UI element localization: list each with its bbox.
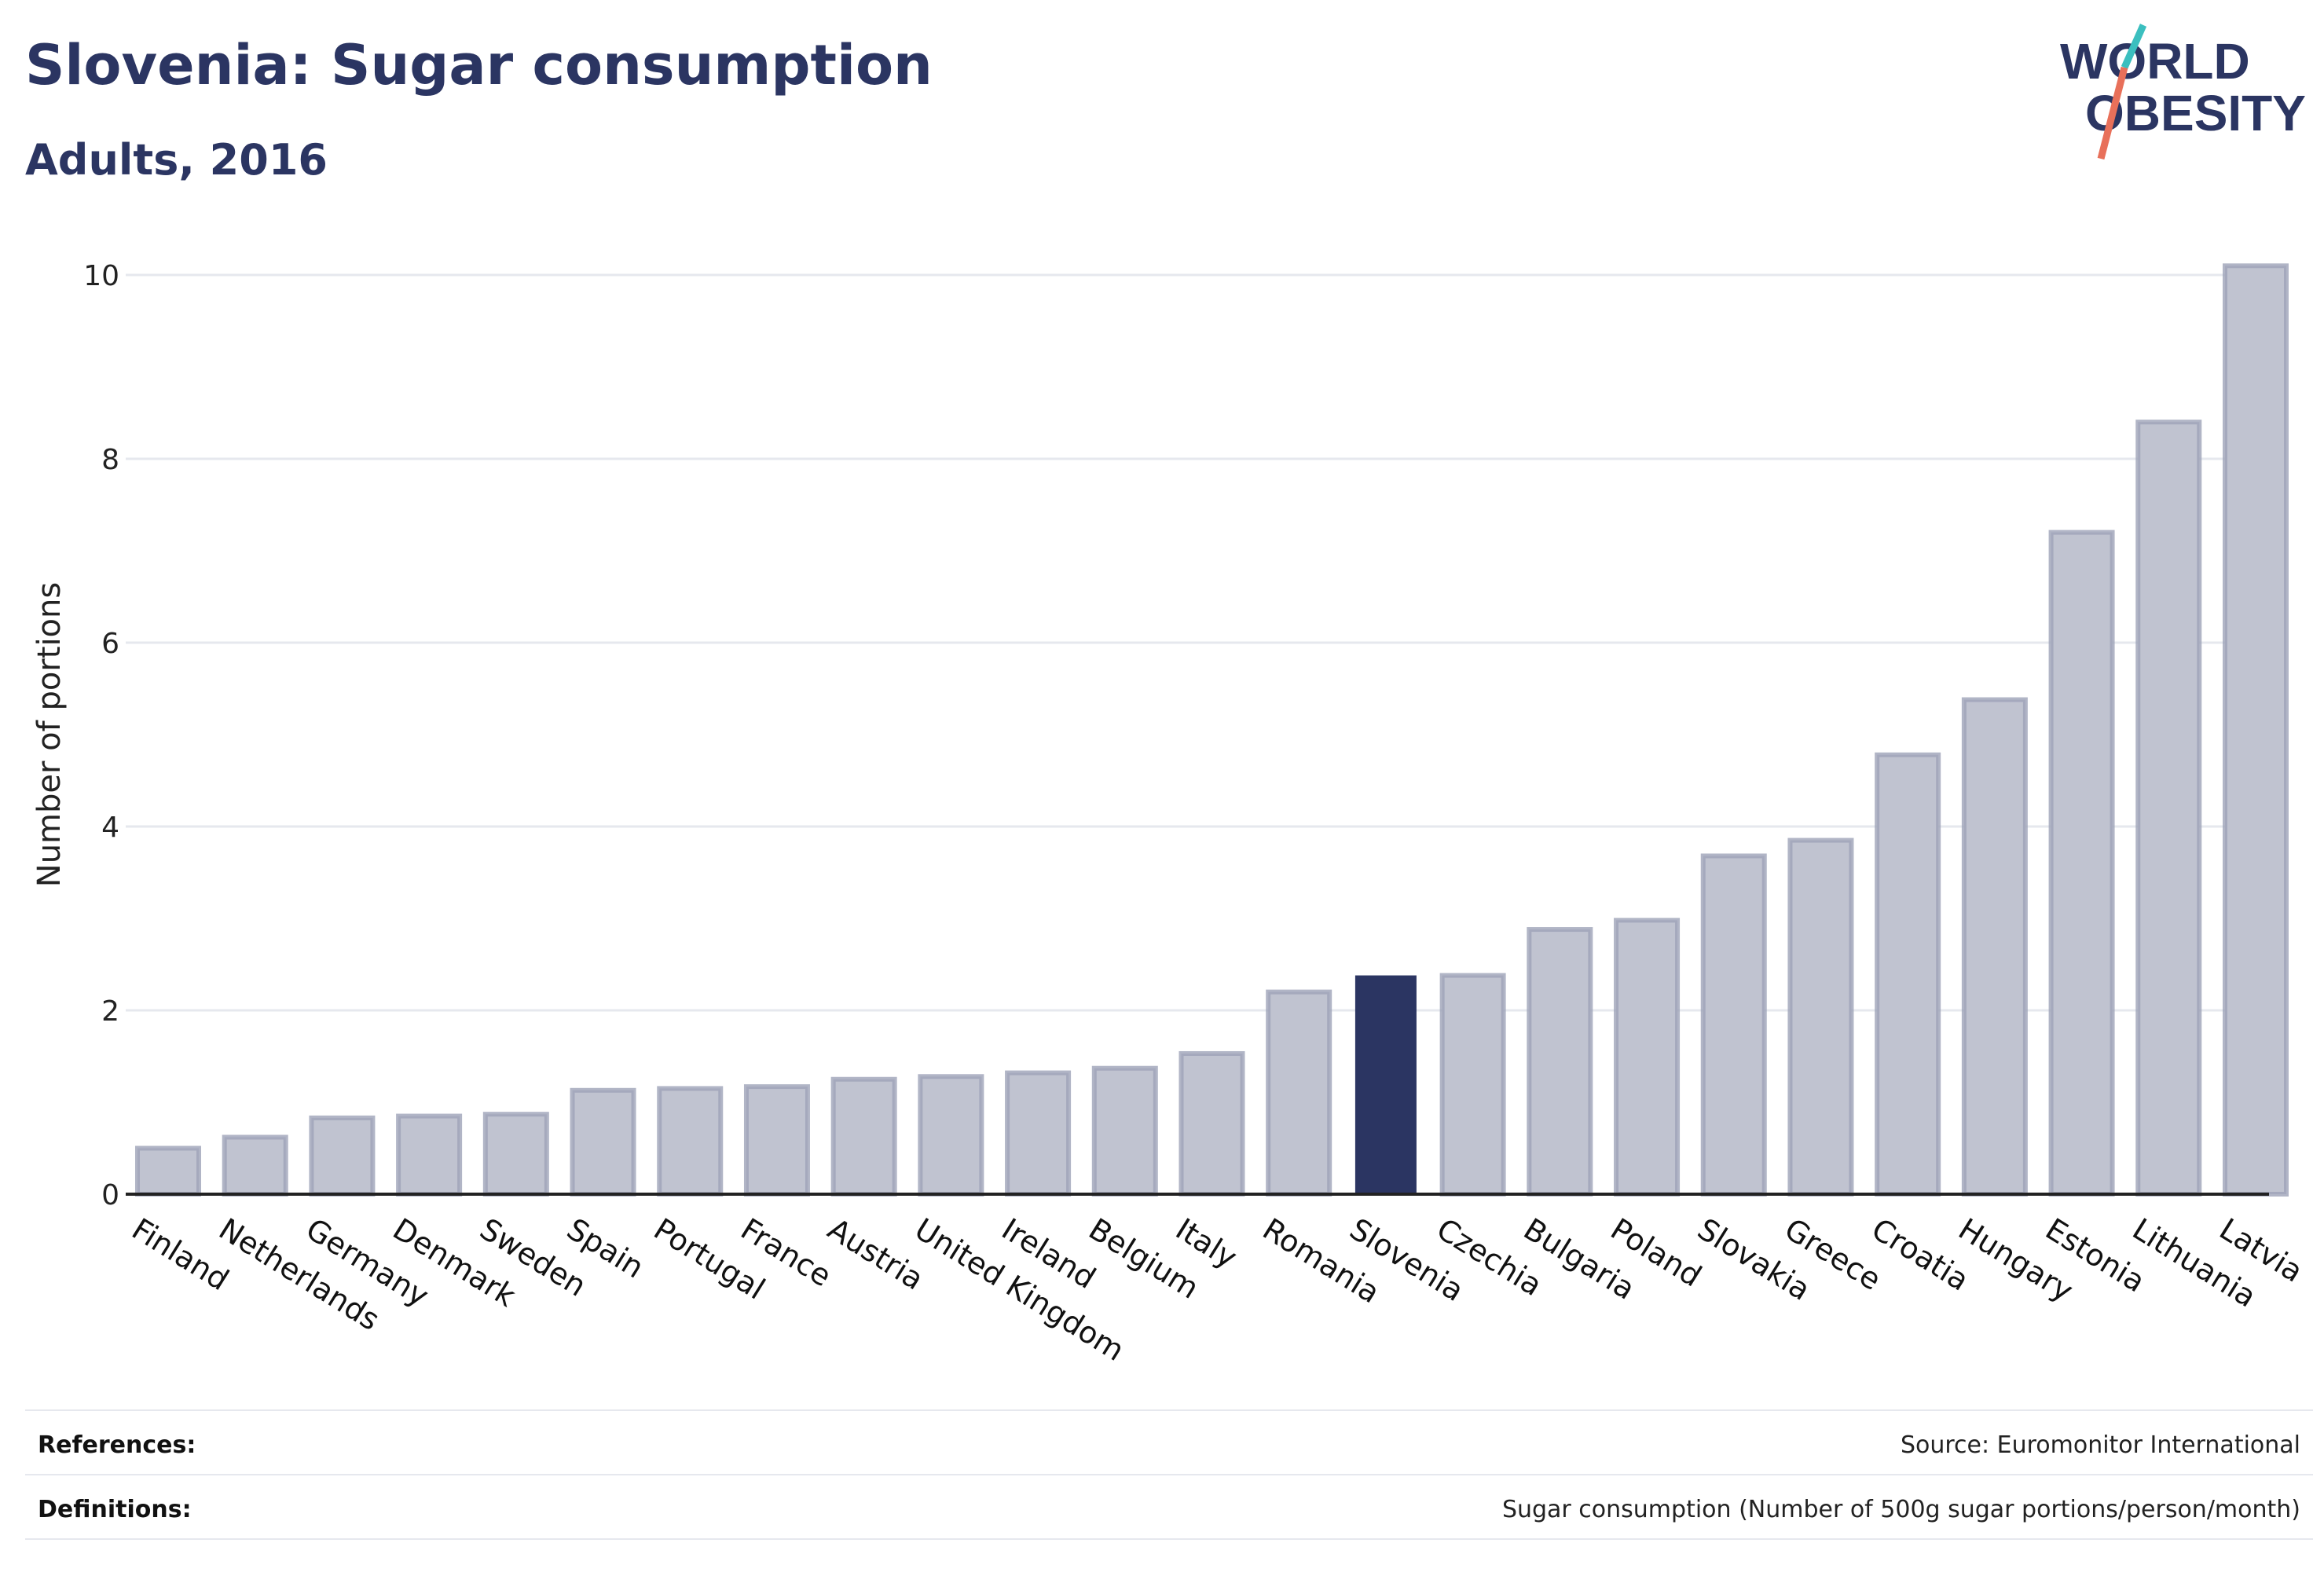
world-obesity-logo: WORLD OBESITY [2060,24,2306,160]
bar [222,1134,288,1197]
bar [1439,973,1506,1197]
bar [1700,853,1767,1197]
bar-highlight [1354,975,1417,1194]
bar [2048,530,2115,1197]
references-value: Source: Euromonitor International [1900,1431,2300,1459]
bar [830,1076,897,1197]
logo-slash-bottom [2097,66,2128,160]
footer-divider-bottom [25,1538,2313,1540]
bar [2135,420,2202,1197]
bar [1005,1070,1072,1197]
bar [1614,918,1681,1197]
bar [1961,697,2028,1197]
definitions-label: Definitions: [38,1496,192,1523]
bar [1875,752,1941,1197]
bar [1266,989,1332,1197]
logo-line-world: WORLD [2060,33,2250,90]
y-tick-label: 2 [101,995,119,1028]
bar [482,1112,549,1197]
y-tick-label: 4 [101,812,119,844]
bar [570,1087,636,1197]
references-label: References: [38,1431,196,1459]
definitions-value: Sugar consumption (Number of 500g sugar … [1501,1496,2300,1523]
y-tick-label: 10 [83,260,119,292]
bar [2223,263,2289,1197]
bar [1091,1065,1158,1197]
chart-title: Slovenia: Sugar consumption [25,33,933,97]
bar [309,1115,376,1197]
bar [918,1074,984,1197]
x-tick-label: Austria [822,1211,929,1296]
x-tick-label: Croatia [1866,1211,1975,1298]
x-tick-label: Finland [126,1211,234,1297]
logo-line-obesity: OBESITY [2085,85,2306,141]
y-tick-label: 0 [101,1179,119,1211]
bar [135,1145,201,1197]
bar [1787,837,1854,1197]
footer-divider-middle [25,1474,2313,1475]
chart-subtitle: Adults, 2016 [25,135,328,185]
bar [657,1086,724,1197]
bar [743,1084,810,1197]
footer-divider-top [25,1409,2313,1411]
bar [396,1113,463,1197]
y-axis-label: Number of portions [31,582,68,887]
bar [1527,927,1593,1197]
y-tick-label: 8 [101,444,119,476]
y-tick-label: 6 [101,628,119,660]
bar [1178,1050,1245,1197]
logo-slash-top [2121,24,2147,69]
